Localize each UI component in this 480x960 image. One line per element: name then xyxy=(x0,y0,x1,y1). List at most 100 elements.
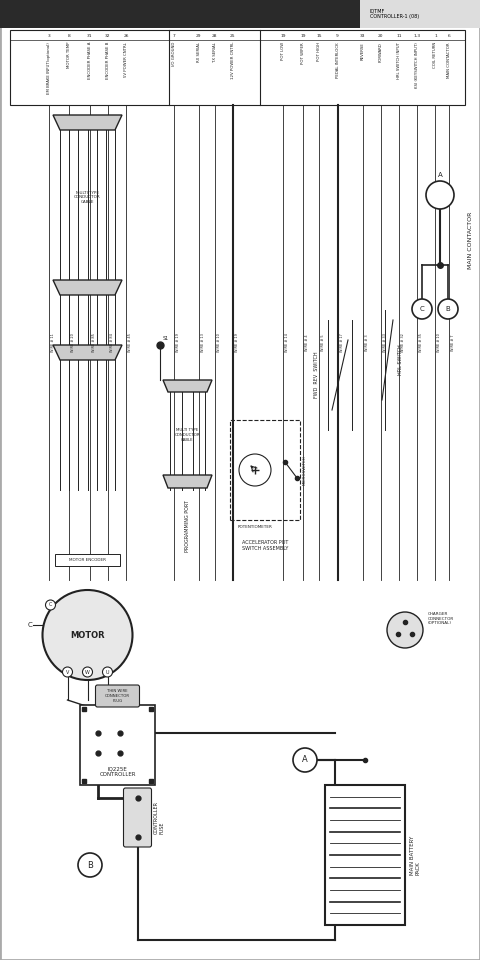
Text: 31: 31 xyxy=(87,34,92,38)
Circle shape xyxy=(78,853,102,877)
Text: CHARGER
CONNECTOR
(OPTIONAL): CHARGER CONNECTOR (OPTIONAL) xyxy=(428,612,454,625)
Circle shape xyxy=(83,667,93,677)
Text: A: A xyxy=(438,172,443,178)
Text: 26: 26 xyxy=(123,34,129,38)
Text: WIRE # 20: WIRE # 20 xyxy=(71,333,75,352)
Text: V: V xyxy=(66,669,69,675)
Circle shape xyxy=(46,600,56,610)
Text: C: C xyxy=(420,306,424,312)
Circle shape xyxy=(239,454,271,486)
Text: MAIN CONTACTOR: MAIN CONTACTOR xyxy=(447,42,451,78)
Text: B +: B + xyxy=(116,747,127,752)
Text: POT HIGH: POT HIGH xyxy=(317,42,322,61)
Text: 11: 11 xyxy=(396,34,402,38)
Text: MOTOR TEMP: MOTOR TEMP xyxy=(67,42,71,68)
Text: U: U xyxy=(106,669,109,675)
Bar xyxy=(10,30,465,105)
Text: WIRE # 33: WIRE # 33 xyxy=(383,333,387,352)
Text: 29: 29 xyxy=(196,34,202,38)
Text: 25: 25 xyxy=(230,34,236,38)
Text: WIRE # 7: WIRE # 7 xyxy=(451,334,455,350)
Text: C: C xyxy=(27,622,32,628)
Circle shape xyxy=(438,299,458,319)
Text: A: A xyxy=(302,756,308,764)
Text: MICROSWITCH: MICROSWITCH xyxy=(303,455,307,485)
FancyBboxPatch shape xyxy=(123,788,152,847)
Circle shape xyxy=(426,181,454,209)
Text: WIRE # 84: WIRE # 84 xyxy=(110,333,114,352)
Text: ENCODER PHASE B: ENCODER PHASE B xyxy=(106,42,110,80)
Text: POT LOW: POT LOW xyxy=(281,42,285,60)
Text: I/O GROUND: I/O GROUND xyxy=(172,42,176,66)
Text: 6: 6 xyxy=(448,34,450,38)
Text: MAIN CONTACTOR: MAIN CONTACTOR xyxy=(468,211,472,269)
Text: KSI (KEYSWITCH INPUT): KSI (KEYSWITCH INPUT) xyxy=(415,42,419,88)
Text: WIRE # 10: WIRE # 10 xyxy=(437,333,442,352)
Text: EM BRAKE INPUT(optional): EM BRAKE INPUT(optional) xyxy=(47,42,51,94)
Text: COIL RETURN: COIL RETURN xyxy=(433,42,437,68)
Circle shape xyxy=(103,667,112,677)
Text: REVERSE: REVERSE xyxy=(360,42,365,60)
Bar xyxy=(360,0,480,28)
Text: 1-3: 1-3 xyxy=(414,34,421,38)
Text: FORWARD: FORWARD xyxy=(379,42,383,61)
Text: HRL SWITCH INPUT: HRL SWITCH INPUT xyxy=(397,42,401,79)
Polygon shape xyxy=(53,115,122,130)
Text: 12V POWER CNTRL: 12V POWER CNTRL xyxy=(231,42,235,80)
Text: B: B xyxy=(87,860,93,870)
Text: MOTOR: MOTOR xyxy=(70,631,105,639)
Text: WIRE # 85: WIRE # 85 xyxy=(92,333,96,352)
Text: IQTMF
CONTROLLER-1 (08): IQTMF CONTROLLER-1 (08) xyxy=(370,9,419,19)
Text: 250A: 250A xyxy=(134,807,141,828)
Bar xyxy=(325,785,405,925)
Text: WIRE # 45: WIRE # 45 xyxy=(128,333,132,352)
Text: PROGRAMMING PORT: PROGRAMMING PORT xyxy=(185,500,190,552)
Text: 32: 32 xyxy=(105,34,110,38)
Text: MULTI TYPE
CONDUCTOR
CABLE: MULTI TYPE CONDUCTOR CABLE xyxy=(175,428,200,442)
Circle shape xyxy=(387,612,423,648)
Text: WIRE # 11: WIRE # 11 xyxy=(51,333,55,352)
Polygon shape xyxy=(53,280,122,295)
Text: ACCELERATOR POT
SWITCH ASSEMBLY: ACCELERATOR POT SWITCH ASSEMBLY xyxy=(242,540,288,551)
Text: MOTOR ENCODER: MOTOR ENCODER xyxy=(69,558,106,562)
Text: HRL SWITCH: HRL SWITCH xyxy=(398,345,404,375)
Text: WIRE # 3: WIRE # 3 xyxy=(365,334,369,350)
Text: 33: 33 xyxy=(360,34,365,38)
Bar xyxy=(230,420,300,520)
Circle shape xyxy=(412,299,432,319)
Bar xyxy=(55,554,120,566)
Text: 15: 15 xyxy=(317,34,322,38)
Text: WIRE # 10: WIRE # 10 xyxy=(217,333,221,352)
Polygon shape xyxy=(163,475,212,488)
Text: WIRE # 19: WIRE # 19 xyxy=(176,333,180,352)
Text: IQ225E
CONTROLLER: IQ225E CONTROLLER xyxy=(99,766,136,777)
Text: PEDAL INTERLOCK: PEDAL INTERLOCK xyxy=(336,42,339,78)
Text: 5V POWER CNTRL: 5V POWER CNTRL xyxy=(124,42,128,77)
Text: 19: 19 xyxy=(301,34,306,38)
Text: CONTROLLER
FUSE: CONTROLLER FUSE xyxy=(154,801,164,834)
Text: 8: 8 xyxy=(68,34,71,38)
Text: TX SERIAL: TX SERIAL xyxy=(213,42,217,61)
Text: MULTI TYPE
CONDUCTOR
CABLE: MULTI TYPE CONDUCTOR CABLE xyxy=(74,191,101,204)
Text: 1: 1 xyxy=(434,34,437,38)
Text: WIRE # 17: WIRE # 17 xyxy=(339,333,344,352)
Text: WIRE # 19: WIRE # 19 xyxy=(235,333,239,352)
Text: 28: 28 xyxy=(212,34,217,38)
Text: -: - xyxy=(333,907,337,920)
Text: B -: B - xyxy=(95,727,103,732)
Text: RX SERIAL: RX SERIAL xyxy=(197,42,201,62)
Text: WIRE # 14: WIRE # 14 xyxy=(285,333,289,352)
Bar xyxy=(80,705,155,785)
Text: B: B xyxy=(445,306,450,312)
Text: WIRE # 4: WIRE # 4 xyxy=(305,334,310,350)
Text: 19: 19 xyxy=(280,34,286,38)
Text: 3: 3 xyxy=(48,34,50,38)
Polygon shape xyxy=(163,380,212,392)
Text: WIRE # 35: WIRE # 35 xyxy=(419,333,423,352)
Circle shape xyxy=(62,667,72,677)
Text: S1: S1 xyxy=(163,336,169,341)
Text: 7: 7 xyxy=(172,34,175,38)
Text: WIRE # 5: WIRE # 5 xyxy=(322,334,325,350)
Text: WIRE # 13: WIRE # 13 xyxy=(201,333,205,352)
Circle shape xyxy=(293,748,317,772)
